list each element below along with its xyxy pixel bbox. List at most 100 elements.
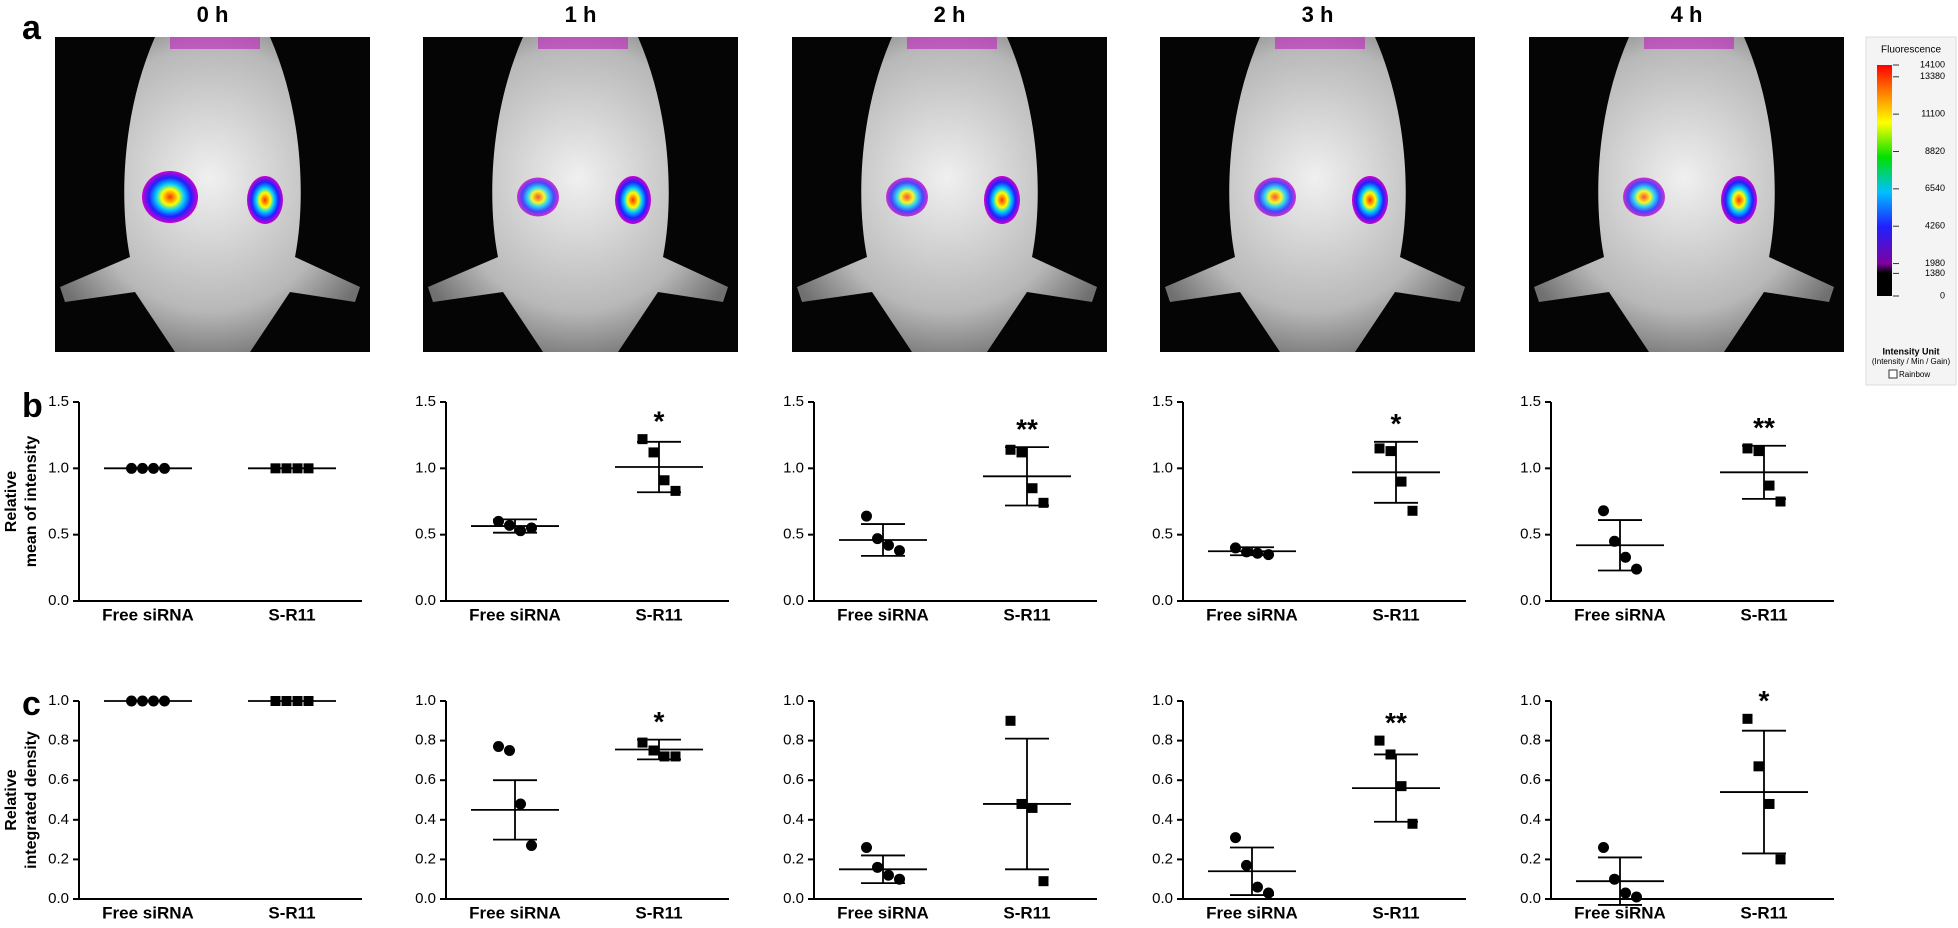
mouse-body [797,37,1097,352]
x-tick-label: S-R11 [1740,903,1787,922]
colorbar-tick-label: 14100 [1920,59,1945,69]
colorbar [1877,65,1892,296]
y-tick-label: 1.0 [1520,692,1541,709]
colorbar-tick-label: 6540 [1925,183,1945,193]
significance: ** [1016,413,1038,444]
signal [142,171,198,223]
x-tick-label: S-R11 [1372,903,1419,922]
colorbar-tick-label: 8820 [1925,146,1945,156]
data-point [515,798,526,810]
data-point [1230,542,1241,554]
panel-label: a [22,9,42,47]
y-tick-label: 0.8 [48,732,69,749]
data-point [659,475,670,486]
y-tick-label: 0.4 [1152,811,1173,828]
data-point [861,510,872,522]
data-point [894,545,905,557]
data-point [1598,842,1609,854]
signal [1352,176,1388,224]
data-point [1005,715,1016,726]
y-axis-label: mean of intensity [23,436,40,568]
signal [517,177,559,217]
y-tick-label: 1.5 [783,393,804,410]
significance: * [1391,408,1402,439]
data-point [504,745,515,756]
data-point [1598,505,1609,517]
data-point [872,533,883,545]
data-point [1753,761,1764,772]
y-tick-label: 0.0 [783,592,804,609]
significance: * [654,706,665,737]
data-point [148,462,159,474]
colorbar-unit-detail: (Intensity / Min / Gain) [1872,357,1951,366]
x-tick-label: Free siRNA [837,903,929,922]
mouse-body [428,37,728,352]
data-point [1038,876,1049,887]
y-tick-label: 0.6 [1152,771,1173,788]
panel-label: c [22,685,41,723]
y-tick-label: 0.8 [1520,732,1541,749]
data-point [670,485,681,496]
y-tick-label: 0.8 [783,732,804,749]
y-tick-label: 0.6 [1520,771,1541,788]
data-point [515,525,526,537]
y-tick-label: 0.5 [415,526,436,543]
y-axis-label: integrated density [23,731,40,869]
data-point [1742,443,1753,454]
y-tick-label: 0.0 [415,890,436,907]
y-tick-label: 0.2 [48,850,69,867]
data-point [1775,854,1786,865]
data-point [894,873,905,885]
data-point [526,522,537,534]
data-point [872,861,883,873]
x-tick-label: Free siRNA [102,903,194,922]
x-tick-label: Free siRNA [1574,903,1666,922]
x-tick-label: Free siRNA [1206,903,1298,922]
data-point [1005,444,1016,455]
time-label: 3 h [1302,2,1334,27]
colorbar-tick-label: 11100 [1921,109,1945,119]
significance: ** [1385,707,1407,738]
y-tick-label: 0.0 [415,592,436,609]
x-tick-label: S-R11 [635,903,682,922]
y-tick-label: 0.8 [1152,732,1173,749]
x-tick-label: Free siRNA [469,903,561,922]
x-tick-label: Free siRNA [1206,605,1298,624]
y-tick-label: 1.0 [48,692,69,709]
data-point [1620,887,1631,899]
data-point [281,696,292,706]
x-tick-label: S-R11 [268,903,315,922]
data-point [659,751,670,762]
data-point [637,737,648,748]
y-tick-label: 0.4 [1520,811,1541,828]
x-tick-label: S-R11 [268,605,315,624]
data-point [526,840,537,852]
y-tick-label: 0.0 [1152,592,1173,609]
data-point [159,462,170,474]
signal [1721,176,1757,224]
signal [907,37,997,49]
significance: ** [1753,412,1775,443]
signal [1254,177,1296,217]
data-point [1038,497,1049,508]
y-tick-label: 1.0 [415,459,436,476]
data-point [270,696,281,706]
x-tick-label: S-R11 [1372,605,1419,624]
panel-label: b [22,387,43,425]
data-point [1764,798,1775,809]
y-tick-label: 0.6 [415,771,436,788]
data-point [270,463,281,474]
signal [538,37,628,49]
data-point [1027,483,1038,494]
y-tick-label: 1.0 [783,459,804,476]
time-label: 0 h [197,2,229,27]
y-axis-label: Relative [3,471,20,532]
data-point [1374,735,1385,746]
data-point [1753,446,1764,457]
signal [615,176,651,224]
data-point [1396,781,1407,792]
mouse-body [1165,37,1465,352]
y-tick-label: 1.5 [1152,393,1173,410]
data-point [1631,563,1642,575]
